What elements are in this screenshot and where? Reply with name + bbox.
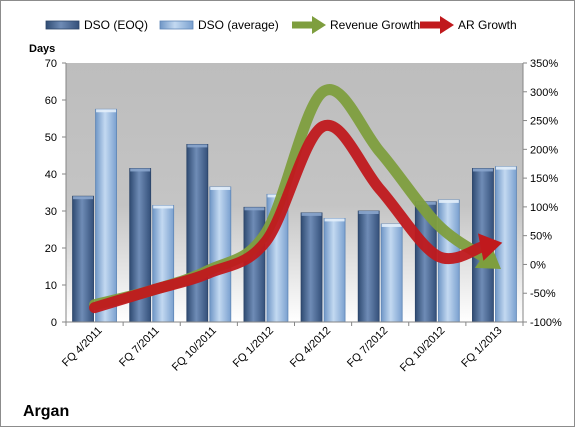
- y-tick-label: 30: [45, 206, 57, 218]
- y2-tick-label: 50%: [530, 231, 552, 243]
- bar-cap-dso-average-3: [210, 186, 231, 190]
- legend-label-dso-average: DSO (average): [198, 18, 279, 32]
- bar-cap-dso-eoq-8: [472, 168, 493, 172]
- bar-dso-average-6: [380, 223, 403, 323]
- legend: DSO (EOQ) DSO (average) Revenue Growth AR G…: [45, 16, 517, 34]
- bar-dso-average-2: [152, 205, 175, 323]
- bar-cap-dso-average-2: [153, 205, 174, 209]
- bars-layer: [72, 108, 517, 323]
- bar-cap-dso-eoq-5: [301, 212, 322, 216]
- y-tick-label: 70: [45, 58, 57, 70]
- bar-cap-dso-eoq-6: [358, 211, 379, 214]
- y-tick-label: 50: [45, 132, 57, 144]
- y-tick-label: 40: [45, 169, 57, 181]
- legend-label-dso-eoq: DSO (EOQ): [84, 18, 148, 32]
- legend-swatch-dso-eoq: [45, 20, 80, 30]
- bar-cap-dso-eoq-2: [130, 168, 151, 172]
- y-tick-label: 0: [51, 317, 57, 329]
- bar-dso-eoq-6: [357, 210, 380, 323]
- y2-tick-label: -50%: [530, 288, 556, 300]
- y2-tick-label: 350%: [530, 58, 558, 70]
- bar-cap-dso-eoq-3: [187, 144, 208, 148]
- bar-cap-dso-average-1: [96, 109, 117, 113]
- y2-tick-label: 100%: [530, 202, 558, 214]
- legend-label-revenue-growth: Revenue Growth: [330, 18, 420, 32]
- legend-label-ar-growth: AR Growth: [458, 18, 517, 32]
- chart-caption: Argan: [23, 403, 69, 420]
- y2-tick-label: 300%: [530, 87, 558, 99]
- y-axis-title: Days: [29, 43, 55, 55]
- lines-layer: [89, 84, 503, 314]
- y-tick-label: 10: [45, 280, 57, 292]
- bar-cap-dso-average-6: [381, 223, 402, 227]
- y2-tick-label: 0%: [530, 259, 546, 271]
- bar-dso-eoq-3: [186, 143, 209, 323]
- bar-dso-average-5: [323, 217, 346, 323]
- y2-tick-label: 200%: [530, 144, 558, 156]
- y2-tick-label: -100%: [530, 317, 562, 329]
- bar-cap-dso-average-5: [324, 218, 345, 222]
- y-tick-label: 20: [45, 243, 57, 255]
- bar-dso-average-1: [95, 108, 117, 323]
- bar-dso-average-3: [209, 186, 232, 323]
- line-ar-growth: [89, 119, 489, 314]
- bar-cap-dso-average-8: [495, 166, 516, 170]
- y2-tick-label: 150%: [530, 173, 558, 185]
- y2-tick-label: 250%: [530, 116, 558, 128]
- bar-cap-dso-eoq-4: [244, 207, 265, 211]
- arrowhead-ar-growth: [477, 233, 503, 261]
- legend-arrow-head: [440, 16, 454, 34]
- bar-dso-eoq-5: [300, 212, 323, 323]
- bar-cap-dso-average-7: [438, 199, 459, 203]
- legend-swatch-ar-growth: [420, 16, 454, 34]
- y-tick-label: 60: [45, 95, 57, 107]
- bar-cap-dso-eoq-1: [73, 196, 94, 200]
- legend-swatch-dso-average: [159, 20, 194, 30]
- legend-arrow-head: [312, 16, 326, 34]
- legend-swatch-revenue-growth: [292, 16, 326, 34]
- arrowhead-revenue-growth: [474, 244, 501, 270]
